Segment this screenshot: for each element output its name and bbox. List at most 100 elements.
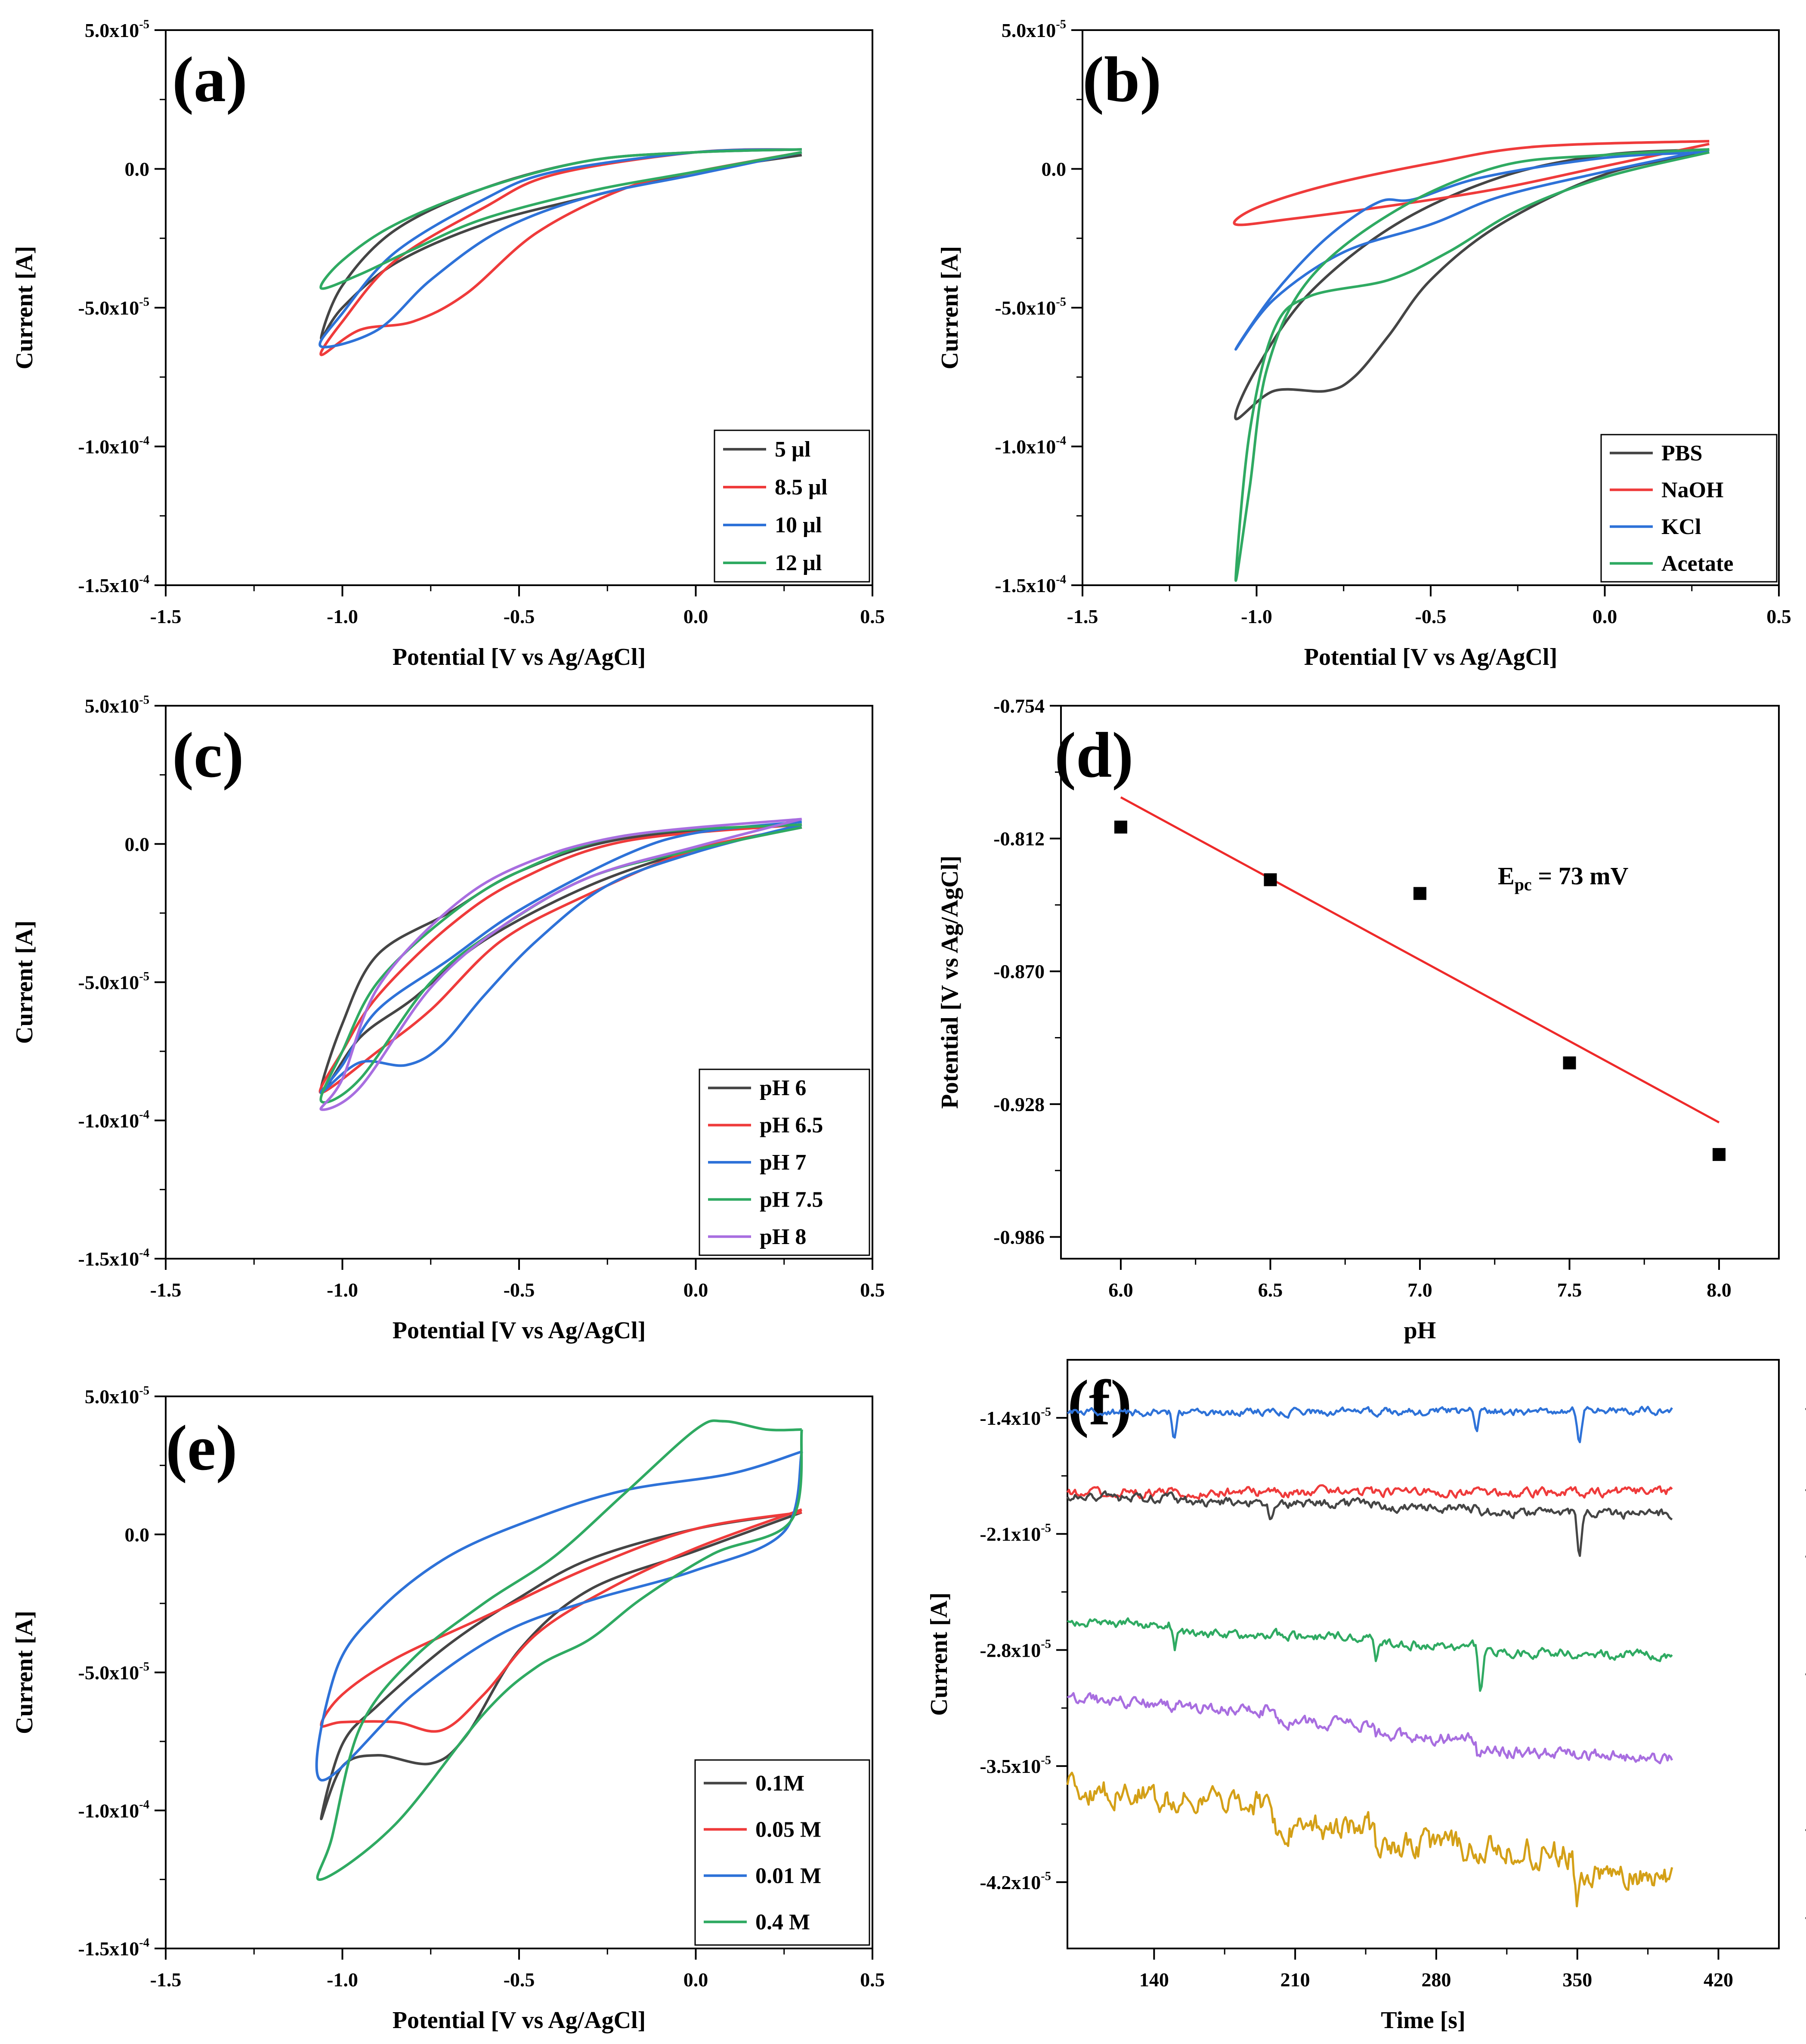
x-tick-label: -0.5 (1415, 605, 1447, 627)
x-tick-label: 210 (1280, 1969, 1310, 1991)
x-tick-label: 0.5 (860, 1279, 885, 1301)
series-line-1 (320, 1511, 802, 1820)
panel-tag: (a) (172, 44, 247, 115)
trace-line-5 (1067, 1692, 1673, 1765)
legend-label: 0.4 M (755, 1910, 810, 1934)
data-point (1713, 1148, 1726, 1161)
x-tick-label: 6.0 (1108, 1279, 1133, 1301)
y-tick-label: -1.5x10-4 (995, 573, 1066, 596)
x-tick-label: -1.5 (150, 1279, 182, 1301)
x-tick-label: -1.0 (327, 1279, 358, 1301)
trace-line-1 (1067, 1405, 1673, 1443)
panel-e: -1.5 -1.0 -0.5 0.0 0.5 5.0x10-5 0.0 -5.0x10-5 -1… (11, 1384, 885, 2034)
trace-line-6 (1066, 1772, 1673, 1908)
y-axis-label: Potential [V vs Ag/AgCl] (937, 855, 963, 1109)
y-axis-label: Current [A] (11, 920, 38, 1044)
x-tick-label: -1.5 (150, 1969, 182, 1991)
series-line-2 (1233, 140, 1710, 226)
y-tick-label: 5.0x10-5 (85, 693, 149, 717)
legend-label: pH 7.5 (760, 1187, 823, 1212)
y-axis-label: Current [A] (926, 1593, 952, 1716)
epc-annotation: Epc = 73 mV (1498, 862, 1629, 894)
x-tick-label: -1.0 (327, 1969, 358, 1991)
y-tick-label: -5.0x10-5 (78, 1660, 149, 1684)
y-tick-label: 0.0 (125, 158, 150, 180)
series-line-4 (316, 1419, 803, 1881)
y-tick-label: -0.928 (993, 1093, 1045, 1115)
trace-label: -0.82 V (1805, 1660, 1806, 1684)
series-line-4 (319, 823, 802, 1104)
series-line-3 (319, 820, 802, 1094)
legend-label: KCl (1661, 515, 1701, 539)
y-tick-label: -4.2x10-5 (980, 1870, 1051, 1893)
panel-tag: (e) (166, 1412, 237, 1484)
legend-label: pH 7 (760, 1150, 806, 1175)
trace-label: -0.88 V (1805, 1904, 1806, 1928)
legend-box (699, 1068, 870, 1256)
x-tick-label: 280 (1421, 1969, 1451, 1991)
y-tick-label: 5.0x10-5 (85, 1384, 149, 1408)
series-line-4 (319, 148, 802, 290)
y-tick-label: -2.1x10-5 (980, 1522, 1051, 1545)
series-line-4 (1234, 148, 1710, 582)
y-tick-label: -1.0x10-4 (995, 434, 1066, 458)
x-axis-label: Potential [V vs Ag/AgCl] (393, 1317, 646, 1344)
y-tick-label: -0.812 (993, 828, 1045, 850)
legend-label: 12 µl (775, 551, 822, 575)
x-tick-label: -1.0 (327, 605, 358, 627)
legend-label: 0.1M (755, 1771, 804, 1796)
x-tick-label: -0.5 (504, 605, 535, 627)
x-axis-label: Time [s] (1381, 2007, 1466, 2034)
y-tick-label: -1.0x10-4 (78, 434, 149, 458)
series-line-2 (319, 823, 802, 1094)
x-tick-label: -0.5 (504, 1969, 535, 1991)
x-tick-label: 0.5 (1766, 605, 1791, 627)
trace-label: -0.75 V (1805, 1542, 1806, 1566)
y-tick-label: 0.0 (125, 1524, 150, 1546)
y-axis-label: Current [A] (11, 1611, 38, 1734)
y-tick-label: -3.5x10-5 (980, 1754, 1051, 1777)
y-axis-label: Current [A] (11, 246, 38, 370)
legend-label: pH 8 (760, 1225, 806, 1249)
trace-label: -0.77 V (1805, 1476, 1806, 1500)
panel-f: 140 210 280 350 420 -1.4x10-5 -2.1x10-5 -2.8x10… (926, 1359, 1806, 2034)
data-point (1413, 887, 1426, 900)
legend-label: pH 6.5 (760, 1113, 823, 1138)
x-tick-label: -1.5 (150, 605, 182, 627)
x-tick-label: 0.0 (683, 605, 708, 627)
trace-line-2 (1066, 1484, 1673, 1500)
y-tick-label: -5.0x10-5 (995, 295, 1066, 319)
y-tick-label: 5.0x10-5 (1002, 18, 1066, 41)
panel-b: -1.5 -1.0 -0.5 0.0 0.5 5.0x10-5 0.0 -5.0x10-5 -1… (937, 18, 1791, 670)
x-tick-label: -1.0 (1241, 605, 1272, 627)
x-tick-label: 7.0 (1407, 1279, 1432, 1301)
data-point (1114, 821, 1127, 834)
x-tick-label: 0.0 (683, 1279, 708, 1301)
legend-box (714, 429, 870, 583)
plot-frame (1067, 1359, 1780, 1949)
series-line-3 (319, 148, 802, 349)
legend-label: 8.5 µl (775, 475, 827, 500)
data-point (1264, 873, 1277, 886)
y-tick-label: 0.0 (1042, 158, 1067, 180)
x-tick-label: 7.5 (1557, 1279, 1582, 1301)
plot-frame (1060, 705, 1780, 1260)
legend-label: NaOH (1661, 478, 1723, 502)
x-axis-label: pH (1404, 1317, 1436, 1344)
legend-label: pH 6 (760, 1076, 806, 1100)
y-tick-label: -5.0x10-5 (78, 295, 149, 319)
series-line-1 (320, 148, 802, 340)
panel-tag: (f) (1067, 1367, 1132, 1439)
y-tick-label: -1.5x10-4 (78, 1246, 149, 1270)
series-line-2 (320, 1508, 802, 1733)
series-line-1 (319, 823, 802, 1094)
y-tick-label: -2.8x10-5 (980, 1638, 1051, 1661)
x-tick-label: 140 (1139, 1969, 1169, 1991)
panel-tag: (b) (1082, 44, 1161, 115)
x-axis-label: Potential [V vs Ag/AgCl] (393, 644, 646, 670)
fit-line (1120, 796, 1720, 1124)
y-tick-label: -1.4x10-5 (980, 1405, 1051, 1429)
x-axis-label: Potential [V vs Ag/AgCl] (393, 2007, 646, 2034)
legend-box (694, 1759, 870, 1946)
